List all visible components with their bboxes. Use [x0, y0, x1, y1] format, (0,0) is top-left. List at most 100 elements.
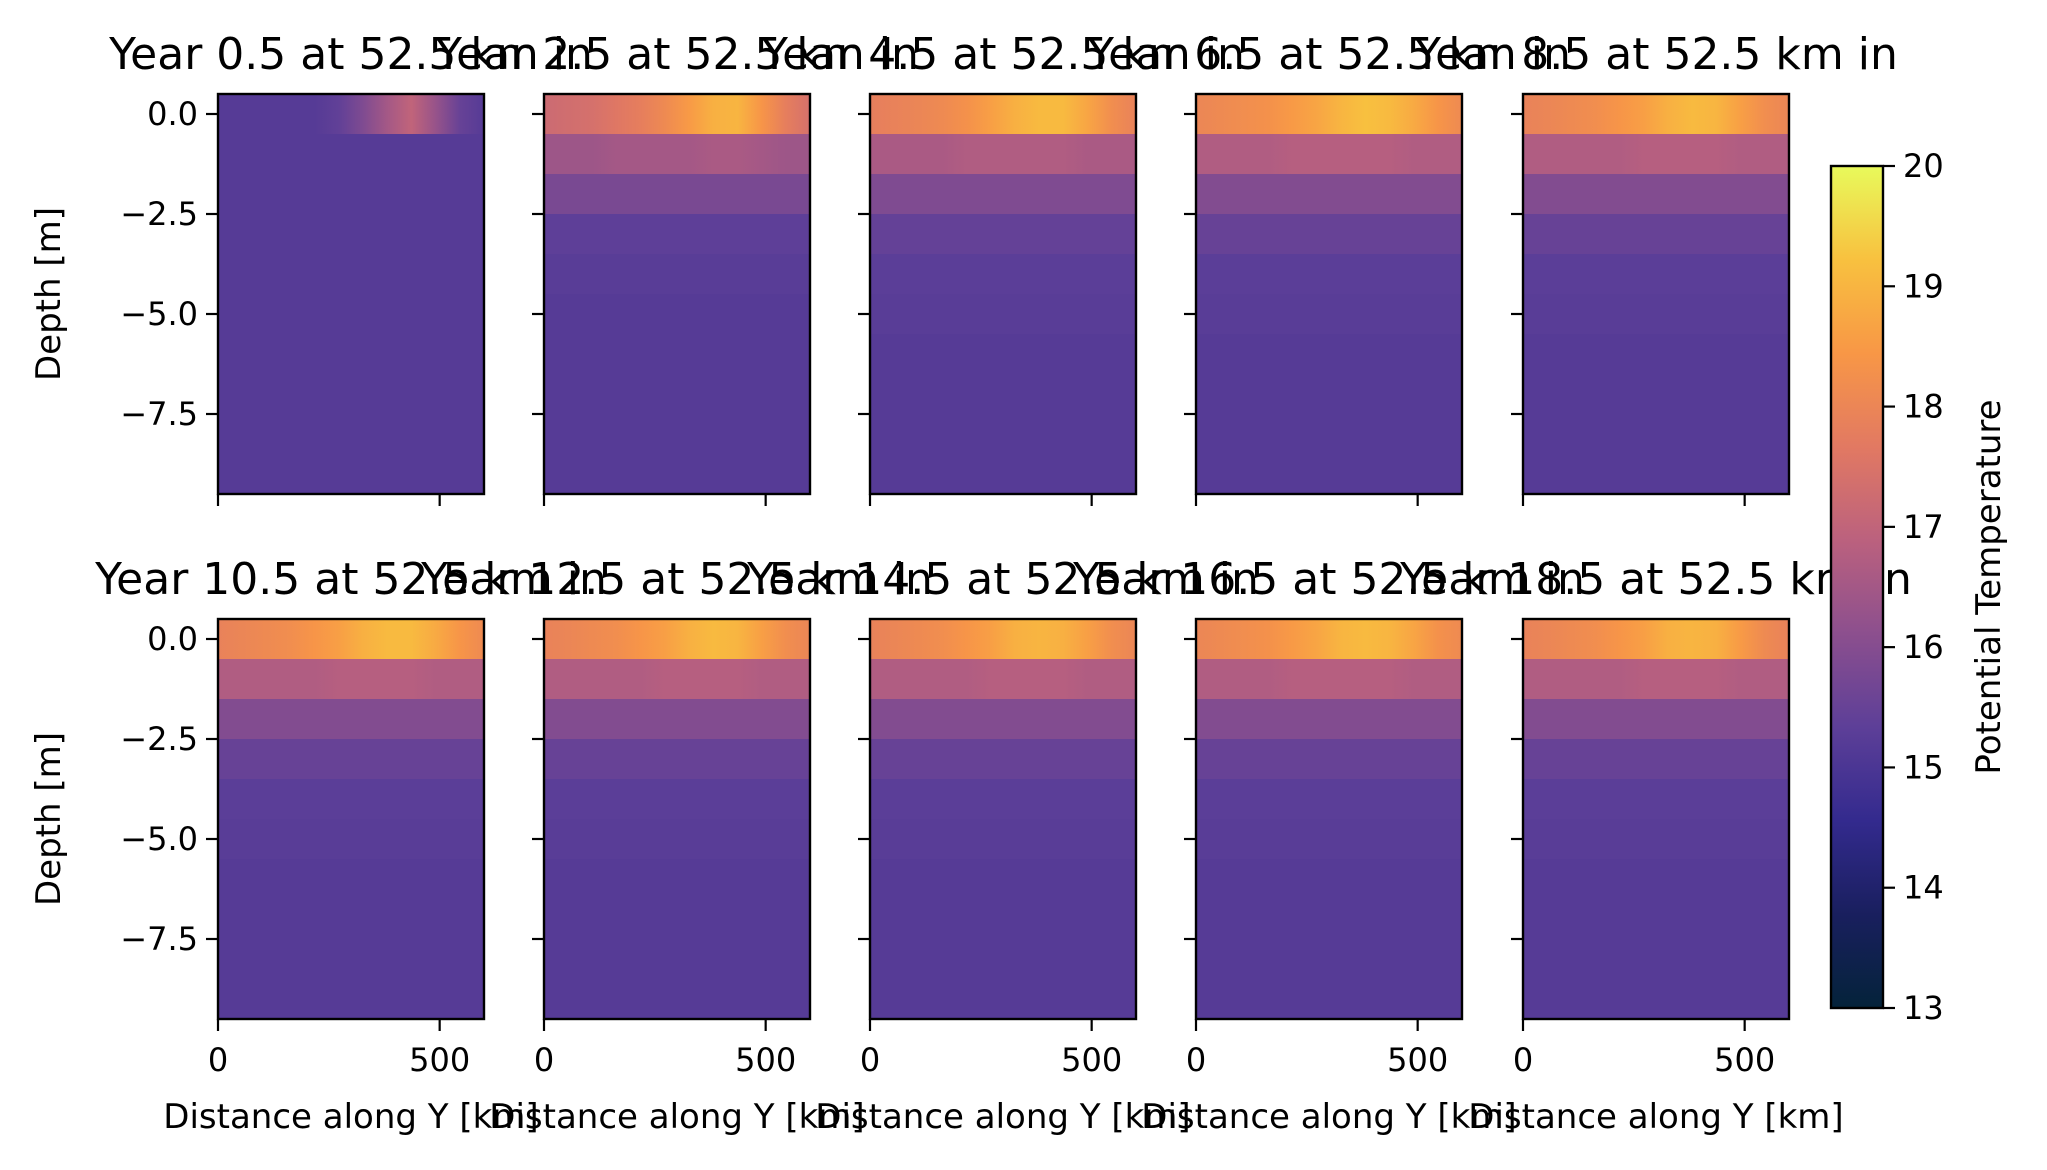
heatmap-row: [218, 454, 484, 494]
y-tick-label: −2.5: [120, 195, 198, 233]
heatmap-row: [1196, 939, 1462, 979]
heatmap-row: [1523, 134, 1789, 174]
subplot-title: Year 16.5 at 52.5 km in: [1072, 554, 1585, 605]
heatmap-row: [544, 619, 810, 659]
heatmap-row: [218, 254, 484, 294]
axes-frame: [1521, 617, 1791, 1021]
heatmap: [544, 619, 810, 1019]
axes-frame: [1194, 617, 1464, 1021]
x-tick-label: 0: [534, 1041, 554, 1079]
colorbar-tick-label: 14: [1903, 869, 1944, 907]
y-tick-label: −5.0: [120, 295, 198, 333]
heatmap-row: [544, 819, 810, 859]
heatmap-row: [1523, 979, 1789, 1019]
colorbar-tick-label: 15: [1903, 748, 1944, 786]
heatmap-row: [870, 214, 1136, 254]
x-tick-label: 500: [735, 1041, 796, 1079]
colorbar-tick-label: 17: [1903, 508, 1944, 546]
x-axis-label: Distance along Y [km]: [1141, 1097, 1516, 1137]
heatmap-row: [870, 779, 1136, 819]
heatmap-row: [218, 899, 484, 939]
heatmap-row: [544, 374, 810, 414]
subplot-2: Year 2.5 at 52.5 km in: [434, 29, 919, 506]
x-axis-label: Distance along Y [km]: [489, 1097, 864, 1137]
heatmap-row: [1523, 294, 1789, 334]
colorbar: 13 14 15 16 17 18 19 20 Potential Temperature: [1829, 147, 2009, 1027]
heatmap-row: [1523, 174, 1789, 214]
heatmap-row: [218, 134, 484, 174]
heatmap-row: [218, 294, 484, 334]
heatmap-row: [870, 334, 1136, 374]
heatmap-row: [1523, 334, 1789, 374]
subplot-10: 0 500 Year 18.5 at 52.5 km in Distance alon…: [1399, 554, 1912, 1137]
x-tick-label: 500: [1387, 1041, 1448, 1079]
heatmap-row: [544, 294, 810, 334]
y-tick-label: −7.5: [120, 920, 198, 958]
axes-frame: [542, 617, 812, 1021]
subplot-title: Year 14.5 at 52.5 km in: [746, 554, 1259, 605]
heatmap-row: [1196, 334, 1462, 374]
axes-frame: [216, 617, 486, 1021]
heatmap-row: [870, 254, 1136, 294]
x-tick-label: 0: [1186, 1041, 1206, 1079]
x-axis-label: Distance along Y [km]: [815, 1097, 1190, 1137]
heatmap-row: [1196, 414, 1462, 454]
subplot-title: Year 12.5 at 52.5 km in: [420, 554, 933, 605]
heatmap-row: [1196, 699, 1462, 739]
subplot-title: Year 4.5 at 52.5 km in: [760, 29, 1245, 80]
subplot-title: Year 2.5 at 52.5 km in: [434, 29, 919, 80]
heatmap-row: [870, 859, 1136, 899]
heatmap-row: [218, 939, 484, 979]
y-tick-label: 0.0: [147, 620, 198, 658]
heatmap-row: [1523, 939, 1789, 979]
subplot-1: 0.0 −2.5 −5.0 −7.5 Year 0.5 at 52.5 km in Dep…: [29, 29, 593, 506]
axes-frame: [1194, 92, 1464, 496]
heatmap-row: [218, 659, 484, 699]
heatmap: [1523, 94, 1789, 494]
heatmap-row: [1196, 899, 1462, 939]
heatmap-row: [1196, 94, 1462, 134]
heatmap-row: [1196, 454, 1462, 494]
heatmap-row: [544, 414, 810, 454]
axes-frame: [868, 617, 1138, 1021]
heatmap-row: [870, 294, 1136, 334]
heatmap-row: [218, 699, 484, 739]
heatmap-row: [870, 699, 1136, 739]
heatmap-row: [218, 739, 484, 779]
heatmap-row: [218, 819, 484, 859]
heatmap-row: [1523, 254, 1789, 294]
heatmap-row: [218, 619, 484, 659]
heatmap-row: [1523, 214, 1789, 254]
heatmap-row: [544, 134, 810, 174]
y-axis-label: Depth [m]: [29, 207, 69, 381]
heatmap-row: [870, 94, 1136, 134]
heatmap-row: [1196, 819, 1462, 859]
heatmap-row: [1196, 739, 1462, 779]
heatmap-row: [870, 979, 1136, 1019]
heatmap: [218, 619, 484, 1019]
heatmap-row: [1523, 374, 1789, 414]
subplot-title: Year 8.5 at 52.5 km in: [1413, 29, 1898, 80]
colorbar-label: Potential Temperature: [1969, 399, 2009, 774]
heatmap: [544, 94, 810, 494]
heatmap-row: [1523, 859, 1789, 899]
subplot-3: Year 4.5 at 52.5 km in: [760, 29, 1245, 506]
x-axis-label: Distance along Y [km]: [163, 1097, 538, 1137]
heatmap-row: [218, 174, 484, 214]
colorbar-tick-label: 16: [1903, 628, 1944, 666]
heatmap-row: [544, 174, 810, 214]
heatmap-row: [544, 979, 810, 1019]
heatmap-row: [544, 939, 810, 979]
heatmap-row: [1196, 214, 1462, 254]
x-tick-label: 0: [208, 1041, 228, 1079]
heatmap-row: [1196, 294, 1462, 334]
heatmap-row: [1523, 899, 1789, 939]
heatmap-row: [544, 739, 810, 779]
y-tick-label: −2.5: [120, 720, 198, 758]
heatmap-row: [870, 659, 1136, 699]
heatmap-row: [870, 939, 1136, 979]
heatmap-row: [1196, 619, 1462, 659]
heatmap-row: [218, 979, 484, 1019]
heatmap-row: [218, 94, 484, 134]
